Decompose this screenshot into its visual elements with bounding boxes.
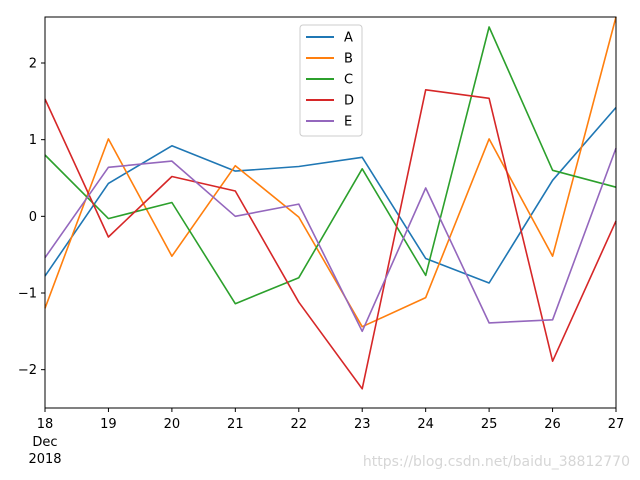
x-tick-label: 22 <box>291 417 308 432</box>
x-tick-label: 27 <box>608 417 625 432</box>
legend-label-b: B <box>344 52 353 67</box>
legend-label-c: C <box>344 73 353 88</box>
x-tick-label: 19 <box>100 417 117 432</box>
y-tick-label: 0 <box>29 210 37 225</box>
x-tick-label: 26 <box>544 417 561 432</box>
x-axis: 18 19 20 21 22 23 24 25 26 27 Dec 2018 <box>28 408 624 467</box>
series-line-c <box>44 26 617 305</box>
x-year-label: 2018 <box>28 452 61 467</box>
y-tick-label: 1 <box>29 133 37 148</box>
legend-label-a: A <box>344 31 353 46</box>
y-tick-label: −2 <box>18 363 37 378</box>
series-layer <box>44 16 617 390</box>
x-tick-label: 24 <box>417 417 434 432</box>
series-line-e <box>44 147 617 333</box>
y-tick-label: 2 <box>29 57 37 72</box>
axes-frame <box>44 16 617 409</box>
legend-label-d: D <box>344 94 354 109</box>
y-tick-label: −1 <box>18 287 37 302</box>
y-axis: −2 −1 0 1 2 <box>18 57 45 378</box>
x-tick-label: 18 <box>37 417 54 432</box>
x-month-label: Dec <box>32 435 57 450</box>
series-line-b <box>44 16 617 328</box>
legend-label-e: E <box>344 115 352 130</box>
watermark: https://blog.csdn.net/baidu_38812770 <box>362 454 630 470</box>
x-tick-label: 21 <box>227 417 244 432</box>
x-tick-label: 23 <box>354 417 371 432</box>
series-line-d <box>44 89 617 390</box>
legend-box <box>299 24 363 137</box>
x-tick-label: 20 <box>164 417 181 432</box>
x-tick-label: 25 <box>481 417 498 432</box>
